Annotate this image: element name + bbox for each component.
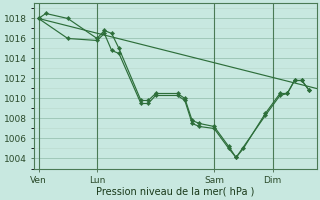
X-axis label: Pression niveau de la mer( hPa ): Pression niveau de la mer( hPa ) [96, 187, 254, 197]
